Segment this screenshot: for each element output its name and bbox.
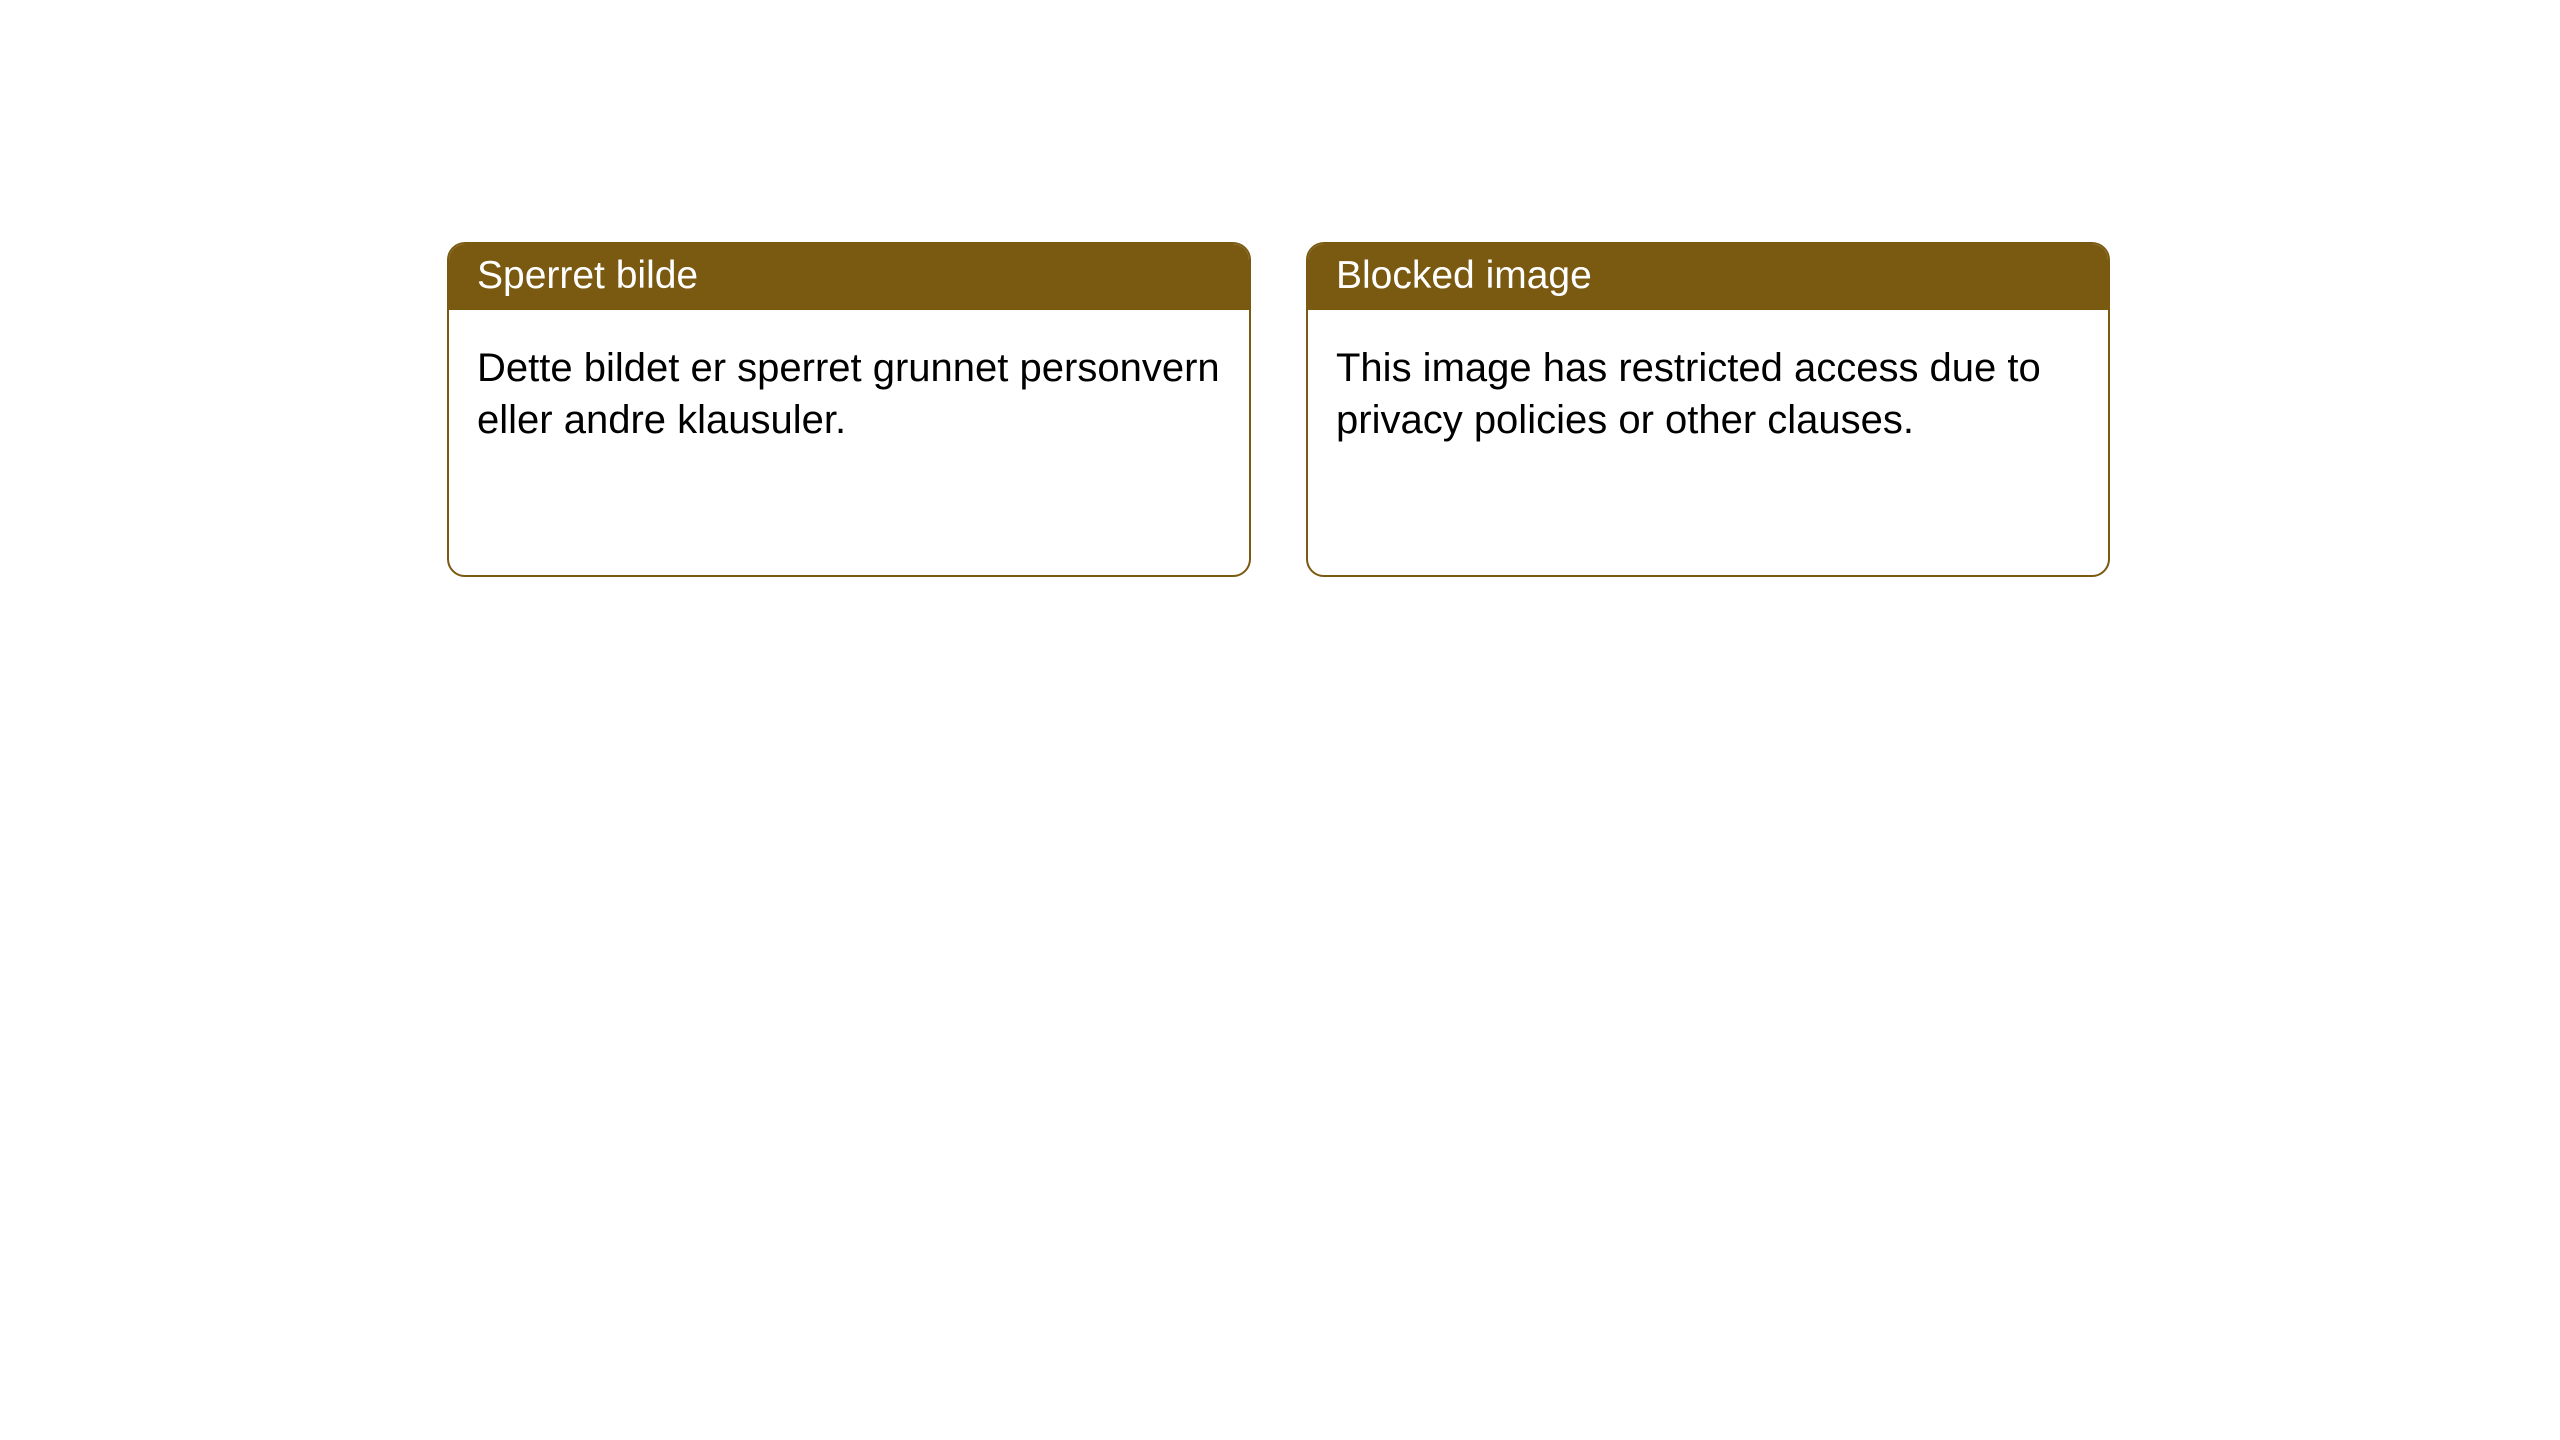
notice-body-text: This image has restricted access due to …	[1336, 346, 2041, 442]
notice-body: This image has restricted access due to …	[1308, 310, 2108, 478]
notice-card-norwegian: Sperret bilde Dette bildet er sperret gr…	[447, 242, 1251, 577]
notice-container: Sperret bilde Dette bildet er sperret gr…	[447, 242, 2110, 577]
notice-body: Dette bildet er sperret grunnet personve…	[449, 310, 1249, 478]
notice-title-text: Blocked image	[1336, 254, 1592, 297]
notice-body-text: Dette bildet er sperret grunnet personve…	[477, 346, 1220, 442]
notice-title-text: Sperret bilde	[477, 254, 698, 297]
notice-header: Sperret bilde	[449, 244, 1249, 310]
notice-header: Blocked image	[1308, 244, 2108, 310]
notice-card-english: Blocked image This image has restricted …	[1306, 242, 2110, 577]
